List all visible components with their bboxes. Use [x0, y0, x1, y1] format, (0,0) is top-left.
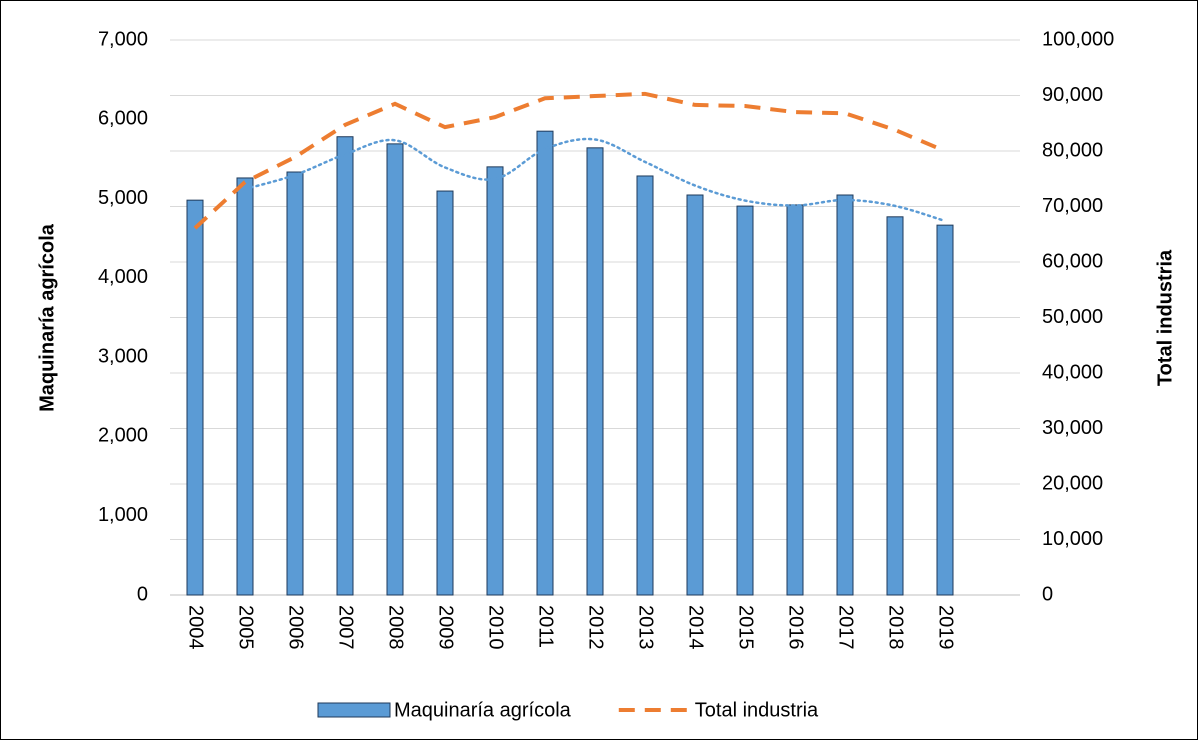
bar [186, 199, 204, 596]
x-tick-label: 2018 [885, 605, 907, 650]
y2-tick-label: 80,000 [1042, 139, 1103, 161]
x-tick-label: 2007 [335, 605, 357, 650]
legend-label: Total industria [695, 699, 819, 721]
bar [736, 205, 754, 596]
y2-tick-label: 50,000 [1042, 306, 1103, 328]
bar [336, 136, 354, 596]
y-tick-label: 4,000 [98, 266, 148, 288]
bar [236, 177, 254, 596]
x-tick-label: 2014 [685, 605, 707, 650]
bar [436, 190, 454, 596]
bar [286, 171, 304, 596]
x-tick-label: 2015 [735, 605, 757, 650]
y-tick-label: 7,000 [98, 28, 148, 50]
x-tick-label: 2006 [285, 605, 307, 650]
bar [536, 130, 554, 596]
y-tick-label: 0 [137, 583, 148, 605]
y-tick-label: 6,000 [98, 108, 148, 130]
y2-tick-label: 60,000 [1042, 250, 1103, 272]
x-tick-label: 2019 [935, 605, 957, 650]
y-tick-label: 3,000 [98, 345, 148, 367]
y2-tick-label: 90,000 [1042, 84, 1103, 106]
y2-tick-label: 70,000 [1042, 195, 1103, 217]
x-tick-label: 2011 [535, 605, 557, 648]
bar [636, 175, 654, 596]
bar [936, 224, 954, 596]
bar [486, 166, 504, 596]
x-tick-label: 2013 [635, 605, 657, 650]
y2-tick-label: 10,000 [1042, 528, 1103, 550]
y2-tick-label: 30,000 [1042, 417, 1103, 439]
line-series [193, 91, 946, 230]
y2-tick-label: 100,000 [1042, 28, 1114, 50]
x-tick-label: 2004 [185, 605, 207, 650]
bar [386, 143, 404, 596]
y-axis-title: Maquinaría agrícola [36, 223, 58, 412]
y2-axis-title: Total industria [1154, 249, 1176, 386]
legend-label: Maquinaría agrícola [394, 699, 572, 721]
trendline [243, 137, 947, 223]
y-tick-label: 5,000 [98, 187, 148, 209]
y2-tick-label: 0 [1042, 583, 1053, 605]
y2-tick-label: 40,000 [1042, 361, 1103, 383]
x-tick-label: 2010 [485, 605, 507, 650]
x-tick-label: 2016 [785, 605, 807, 650]
bar [586, 147, 604, 596]
y-tick-label: 2,000 [98, 425, 148, 447]
bar [886, 216, 904, 596]
bar [686, 194, 704, 596]
x-tick-label: 2005 [235, 605, 257, 650]
x-tick-label: 2012 [585, 605, 607, 650]
bar [786, 204, 804, 596]
y-tick-label: 1,000 [98, 504, 148, 526]
y2-tick-label: 20,000 [1042, 472, 1103, 494]
x-tick-label: 2017 [835, 605, 857, 650]
legend-swatch [317, 702, 391, 718]
x-tick-label: 2009 [435, 605, 457, 650]
bar [836, 194, 854, 596]
x-tick-label: 2008 [385, 605, 407, 650]
